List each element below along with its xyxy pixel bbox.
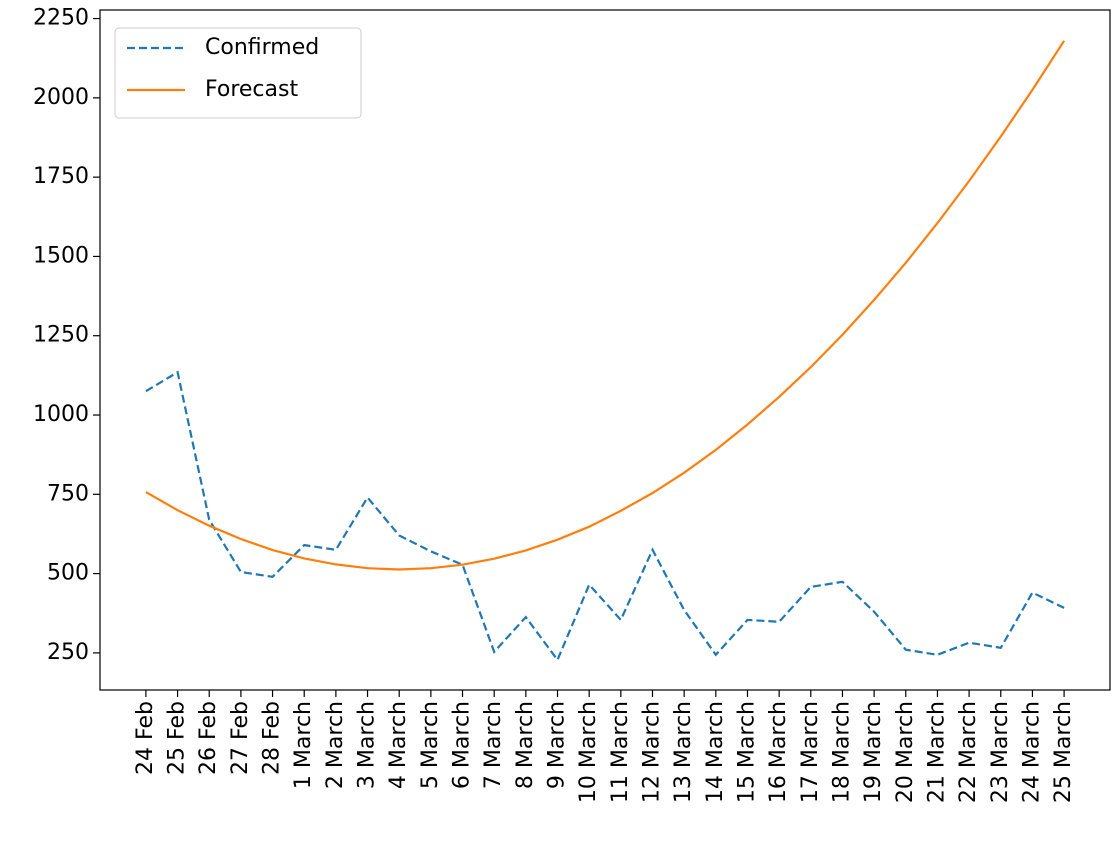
x-tick-label: 18 March — [829, 701, 854, 803]
x-tick-label: 24 March — [1019, 701, 1044, 803]
x-tick-label: 22 March — [956, 701, 981, 803]
y-tick-label: 750 — [47, 481, 89, 506]
legend-label: Forecast — [205, 77, 298, 102]
x-tick-label: 20 March — [893, 701, 918, 803]
x-tick-label: 12 March — [639, 701, 664, 803]
plot-frame — [99, 9, 1111, 691]
y-tick-label: 2250 — [33, 6, 89, 31]
x-tick-label: 21 March — [924, 701, 949, 803]
y-tick-label: 500 — [47, 561, 89, 586]
legend-label: Confirmed — [205, 35, 319, 60]
y-tick-label: 2000 — [33, 85, 89, 110]
x-tick-label: 4 March — [386, 701, 411, 789]
x-tick-label: 24 Feb — [133, 701, 158, 775]
x-tick-label: 3 March — [355, 701, 380, 789]
x-tick-label: 26 Feb — [196, 701, 221, 775]
x-tick-label: 8 March — [513, 701, 538, 789]
x-tick-label: 23 March — [988, 701, 1013, 803]
x-tick-label: 6 March — [450, 701, 475, 789]
x-tick-label: 19 March — [861, 701, 886, 803]
x-tick-label: 13 March — [671, 701, 696, 803]
x-tick-label: 9 March — [545, 701, 570, 789]
line-series — [145, 370, 1065, 663]
x-tick-label: 2 March — [323, 701, 348, 789]
line-series — [145, 40, 1066, 571]
legend-box — [114, 27, 362, 119]
x-tick-label: 25 Feb — [165, 701, 190, 775]
x-tick-label: 5 March — [418, 701, 443, 789]
x-tick-label: 16 March — [766, 701, 791, 803]
x-tick-label: 25 March — [1051, 701, 1076, 803]
x-tick-label: 27 Feb — [228, 701, 253, 775]
y-tick-label: 250 — [47, 640, 89, 665]
x-tick-label: 28 Feb — [260, 701, 285, 775]
y-tick-label: 1250 — [33, 323, 89, 348]
x-tick-label: 1 March — [291, 701, 316, 789]
x-tick-label: 15 March — [734, 701, 759, 803]
x-tick-label: 10 March — [576, 701, 601, 803]
y-tick-label: 1500 — [33, 243, 89, 268]
x-tick-label: 14 March — [703, 701, 728, 803]
y-tick-label: 1750 — [33, 164, 89, 189]
y-tick-label: 1000 — [33, 402, 89, 427]
x-tick-label: 7 March — [481, 701, 506, 789]
x-tick-label: 17 March — [798, 701, 823, 803]
x-tick-label: 11 March — [608, 701, 633, 803]
